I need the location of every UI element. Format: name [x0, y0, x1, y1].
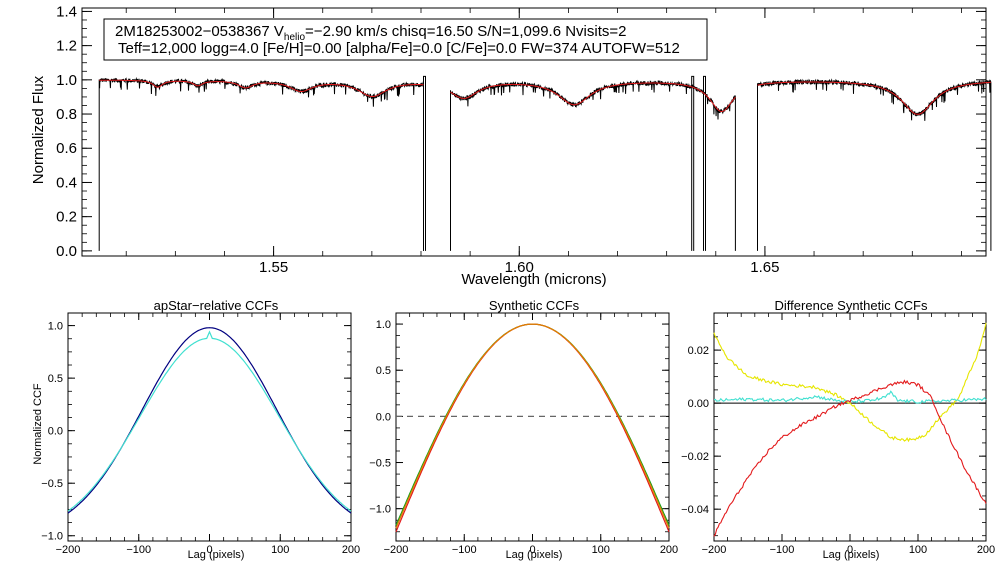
apstar-ccf-xtick-label: −200: [56, 544, 81, 556]
synthetic-ccf-ytick-label: 1.0: [376, 319, 391, 331]
observed-spectrum-line: [691, 75, 695, 251]
observed-spectrum-line: [757, 78, 992, 251]
annotation-box: [103, 18, 708, 61]
observed-spectrum-line: [703, 75, 706, 251]
difference-ccf-ytick-label: −0.02: [681, 451, 709, 463]
apstar-ccf-ytick-label: −1.0: [41, 531, 63, 543]
spectrum-xtick-label: 1.65: [750, 259, 779, 276]
apstar-ccf-title: apStar−relative CCFs: [154, 298, 279, 313]
spectrum-ylabel: Normalized Flux: [30, 75, 47, 184]
difference-series-red: [713, 379, 987, 537]
model-spectrum-line: [757, 81, 991, 115]
spectrum-ytick-label: 1.4: [56, 3, 77, 20]
difference-ccf-xtick-label: 0: [847, 544, 853, 556]
apstar-ccf-ytick-label: 0.0: [48, 426, 63, 438]
spectrum-ytick-label: 0.6: [56, 140, 77, 157]
apstar-ccf-xtick-label: 100: [271, 544, 289, 556]
difference-ccf-xtick-label: 100: [909, 544, 927, 556]
synthetic-ccf-ytick-label: −1.0: [369, 504, 391, 516]
difference-ccf-xtick-label: −100: [770, 544, 795, 556]
difference-ccf-ytick-label: 0.02: [688, 345, 709, 357]
annotation-line1-suffix: =−2.90 km/s chisq=16.50 S/N=1,099.6 Nvis…: [305, 23, 626, 40]
spectrum-ytick-label: 1.2: [56, 38, 77, 55]
spectrum-xtick-label: 1.55: [259, 259, 288, 276]
spectrum-ytick-label: 0.4: [56, 174, 77, 191]
model-spectrum-line: [450, 82, 736, 112]
difference-ccf-ytick-label: 0.00: [688, 398, 709, 410]
synthetic-ccf-xtick-label: −100: [452, 544, 477, 556]
model-spectrum-line: [99, 79, 424, 97]
difference-ccf-xlabel: Lag (pixels): [823, 549, 880, 561]
apstar-ccf-ytick-label: 1.0: [48, 321, 63, 333]
apstar-ccf-xtick-label: 200: [342, 544, 360, 556]
synthetic-ccf-xtick-label: 100: [592, 544, 610, 556]
difference-ccf-xtick-label: 200: [977, 544, 995, 556]
observed-spectrum-line: [423, 75, 426, 251]
synthetic-series-orange: [395, 323, 670, 529]
apstar-ccf-xlabel: Lag (pixels): [188, 549, 245, 561]
spectrum-frame: [81, 7, 987, 257]
synthetic-ccf-xtick-label: 0: [529, 544, 535, 556]
annotation-line1-sub: helio: [284, 32, 306, 43]
difference-ccf-xtick-label: −200: [702, 544, 727, 556]
annotation-line1-prefix: 2M18253002−0538367 V: [115, 23, 284, 40]
apstar-ccf-ytick-label: −0.5: [41, 478, 63, 490]
observed-spectrum-line: [450, 79, 736, 251]
synthetic-ccf-xlabel: Lag (pixels): [506, 549, 563, 561]
synthetic-ccf-ytick-label: −0.5: [369, 458, 391, 470]
annotation-line2: Teff=12,000 logg=4.0 [Fe/H]=0.00 [alpha/…: [118, 40, 680, 57]
ccf-series-cyan: [67, 330, 352, 512]
spectrum-ytick-label: 1.0: [56, 72, 77, 89]
spectrum-ytick-label: 0.2: [56, 209, 77, 226]
synthetic-ccf-ytick-label: 0.5: [376, 365, 391, 377]
spectrum-xtick-label: 1.60: [505, 259, 534, 276]
apstar-ccf-xtick-label: 0: [206, 544, 212, 556]
synthetic-ccf-title: Synthetic CCFs: [489, 298, 580, 313]
synthetic-ccf-xtick-label: −200: [384, 544, 409, 556]
apstar-ccf-ytick-label: 0.5: [48, 373, 63, 385]
difference-ccf-ytick-label: −0.04: [681, 504, 709, 516]
difference-ccf-title: Difference Synthetic CCFs: [775, 298, 928, 313]
apstar-ccf-ylabel: Normalized CCF: [32, 383, 44, 465]
spectrum-ytick-label: 0.8: [56, 106, 77, 123]
synthetic-ccf-ytick-label: 0.0: [376, 411, 391, 423]
spectrum-ytick-label: 0.0: [56, 243, 77, 260]
chart-marks: 1.55 1.60 1.65 0.0 0.2 0.4 0.6 0.8 1.0 1.2 1.4 −200…: [41, 3, 995, 556]
apstar-ccf-xtick-label: −100: [126, 544, 151, 556]
annotation-line1: 2M18253002−0538367 Vhelio=−2.90 km/s chi…: [115, 23, 627, 43]
synthetic-ccf-xtick-label: 200: [660, 544, 678, 556]
spectrum-xlabel: Wavelength (microns): [461, 271, 606, 288]
